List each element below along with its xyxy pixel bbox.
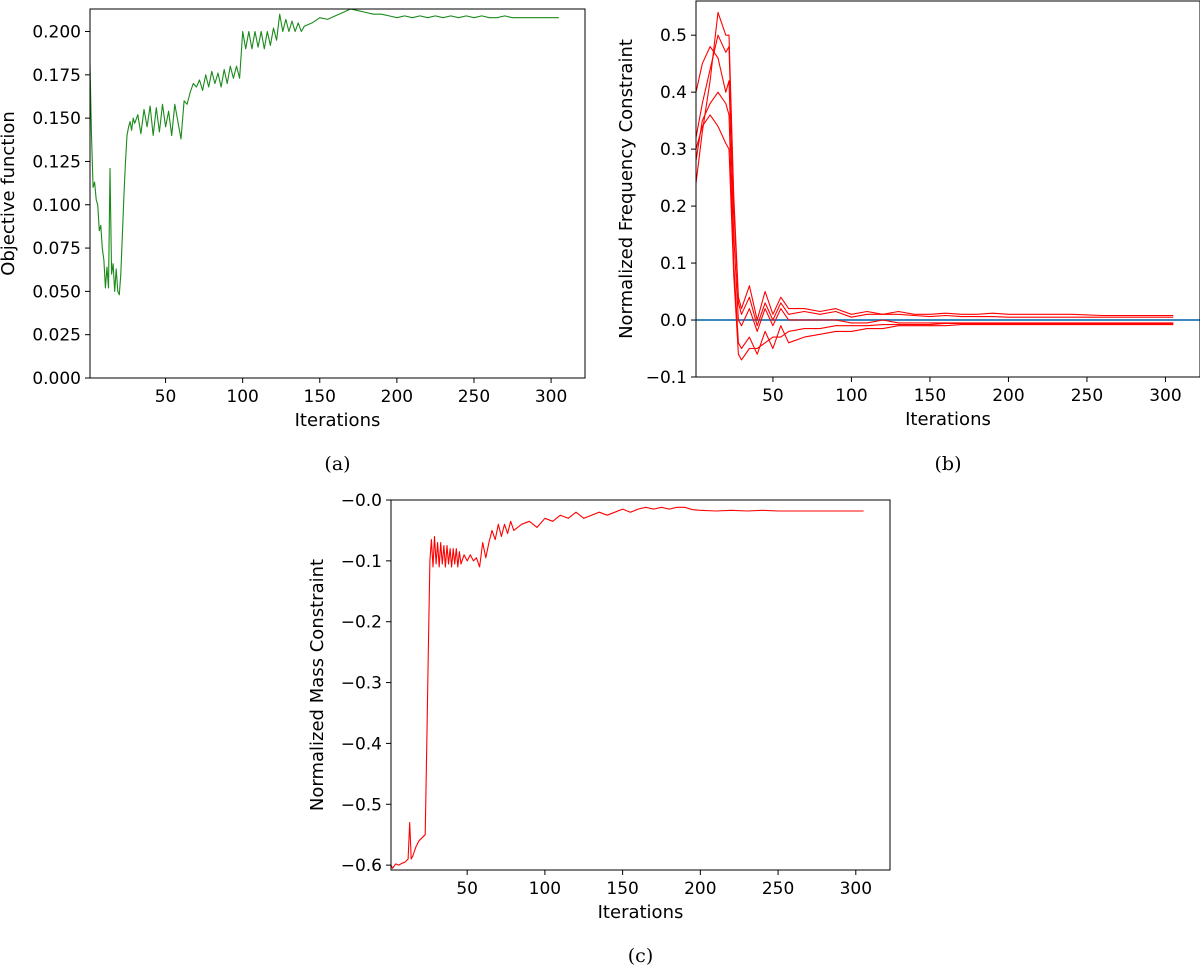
y-tick-label: 0.150 [32,109,81,129]
panel-c: 50 100 150 200 250 300 −0.6 −0.5 −0.4 −0.3 −0.2 −0.… [307,491,891,967]
x-tick-label: 250 [458,387,490,407]
y-tick-label: 0.075 [32,239,81,259]
y-tick-label: 0.025 [32,326,81,346]
x-tick-label: 100 [529,879,561,899]
x-axis-label: Iterations [905,409,991,430]
x-axis-label: Iterations [598,902,684,923]
y-tick-label: −0.6 [341,856,382,876]
x-axis-label: Iterations [295,410,381,431]
y-tick-label: 0.175 [32,66,81,86]
y-axis-label: Objective function [0,111,19,276]
subfigure-caption: (a) [324,453,350,475]
y-axis-label: Normalized Mass Constraint [307,559,328,811]
y-axis-label: Normalized Frequency Constraint [616,39,637,339]
y-tick-label: 0.100 [32,196,81,216]
series-line-1 [89,8,559,296]
y-tick-label: 0.050 [32,282,81,302]
y-tick-label: 0.200 [32,23,81,43]
x-tick-label: 300 [1149,386,1181,406]
x-tick-label: 300 [535,387,567,407]
y-tick-label: −0.5 [341,795,382,815]
y-tick-label: 0.4 [660,83,687,103]
y-tick-label: −0.1 [341,552,382,572]
y-tick-label: −0.2 [341,613,382,633]
x-tick-label: 250 [1071,386,1103,406]
plot-frame [390,499,891,871]
panel-b: 50 100 150 200 250 300 −0.1 0.0 0.1 0.2 0.3 0.4 0.5 I… [616,0,1200,475]
x-tick-label: 100 [226,387,258,407]
x-tick-label: 150 [914,386,946,406]
y-tick-label: 0.5 [660,26,687,46]
plot-frame [695,0,1200,378]
x-tick-label: 300 [840,879,872,899]
y-tick-label: 0.2 [660,197,687,217]
series-line-1 [390,506,864,869]
y-tick-label: −0.1 [646,368,687,388]
panel-a: 50 100 150 200 250 300 0.000 0.025 0.050 0.075 0.1… [0,8,586,475]
x-tick-label: 50 [155,387,177,407]
x-tick-label: 150 [606,879,638,899]
x-tick-label: 100 [835,386,867,406]
x-tick-label: 250 [762,879,794,899]
x-tick-label: 50 [762,386,784,406]
series-line-4 [695,91,1174,355]
plot-frame [89,8,586,379]
subfigure-caption: (b) [935,453,962,475]
subfigure-caption: (c) [628,945,653,967]
x-tick-label: 50 [456,879,478,899]
x-tick-label: 200 [992,386,1024,406]
y-tick-label: 0.000 [32,369,81,389]
y-tick-label: −0.0 [341,491,382,511]
y-tick-label: −0.4 [341,734,382,754]
series-line-2 [695,34,1174,327]
series-line-1 [695,11,1174,321]
y-tick-label: 0.0 [660,311,687,331]
series-line-5 [695,114,1174,361]
series-line-3 [695,46,1174,332]
x-tick-label: 150 [304,387,336,407]
y-tick-label: 0.125 [32,152,81,172]
y-tick-label: 0.1 [660,254,687,274]
x-tick-label: 200 [684,879,716,899]
y-tick-label: 0.3 [660,140,687,160]
y-tick-label: −0.3 [341,674,382,694]
x-tick-label: 200 [381,387,413,407]
